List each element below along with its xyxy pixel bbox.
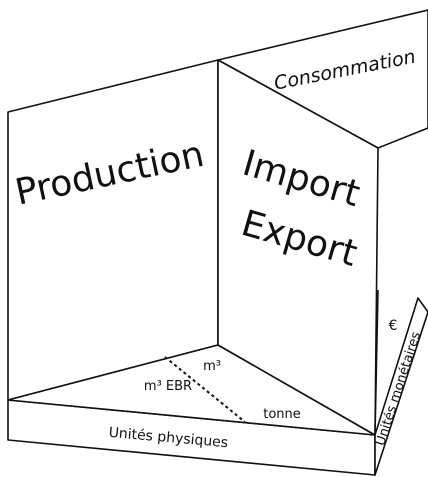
dotted-divider — [164, 356, 246, 423]
axis-label: Unités monétaires — [373, 330, 424, 448]
floor-label: tonne — [263, 407, 301, 422]
right-slab — [374, 297, 428, 476]
production-panel — [7, 59, 219, 401]
edge — [374, 289, 379, 436]
floor-label: m³ EBR — [144, 379, 192, 394]
floor-label: m³ — [203, 359, 221, 374]
currency-label: € — [389, 318, 398, 334]
